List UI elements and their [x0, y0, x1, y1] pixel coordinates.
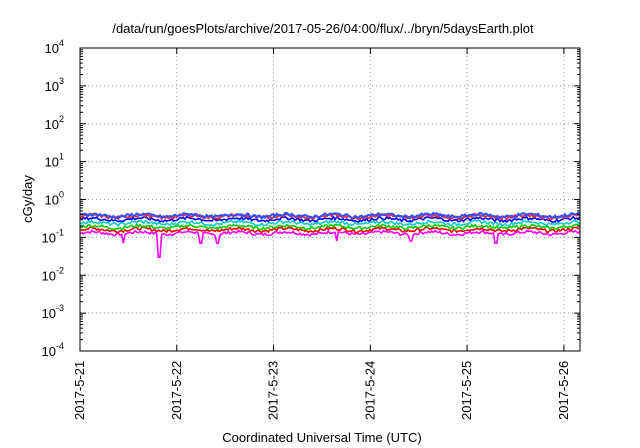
y-tick-exponent: 0	[59, 190, 64, 200]
y-tick-exponent: 3	[59, 76, 64, 86]
x-tick-label: 2017-5-24	[362, 361, 377, 420]
x-tick-label: 2017-5-26	[556, 361, 571, 420]
series-line	[79, 214, 581, 224]
y-tick-label: 103	[45, 76, 64, 94]
x-axis: 2017-5-21 2017-5-22 2017-5-23 2017-5-24 2017…	[72, 48, 571, 420]
y-tick-exponent: -2	[56, 265, 64, 275]
y-tick-exponent: -1	[56, 227, 64, 237]
grid	[80, 48, 580, 351]
y-axis-label: cGy/day	[20, 175, 35, 223]
y-tick-label: 100	[45, 190, 64, 208]
y-tick-label: 10-3	[42, 303, 64, 321]
y-tick-label: 101	[45, 152, 64, 170]
x-tick-label: 2017-5-23	[266, 361, 281, 420]
y-tick-label: 10-4	[42, 341, 64, 359]
series-lines	[79, 211, 581, 259]
y-tick-label: 10-2	[42, 265, 64, 283]
series-line	[80, 226, 581, 234]
series-line	[79, 211, 581, 221]
y-tick-label: 102	[45, 114, 64, 132]
y-tick-exponent: 4	[59, 38, 64, 48]
series-line	[79, 229, 581, 259]
chart-title: /data/run/goesPlots/archive/2017-05-26/0…	[112, 21, 534, 36]
y-tick-exponent: 1	[59, 152, 64, 162]
y-tick-exponent: -4	[56, 341, 64, 351]
y-tick-label: 104	[45, 38, 64, 56]
y-tick-exponent: 2	[59, 114, 64, 124]
series-line	[79, 222, 581, 231]
x-tick-label: 2017-5-22	[169, 361, 184, 420]
x-axis-label: Coordinated Universal Time (UTC)	[222, 430, 421, 445]
x-tick-label: 2017-5-21	[72, 361, 87, 420]
series-line	[79, 219, 581, 228]
y-tick-label: 10-1	[42, 227, 64, 245]
x-tick-label: 2017-5-25	[459, 361, 474, 420]
y-tick-exponent: -3	[56, 303, 64, 313]
